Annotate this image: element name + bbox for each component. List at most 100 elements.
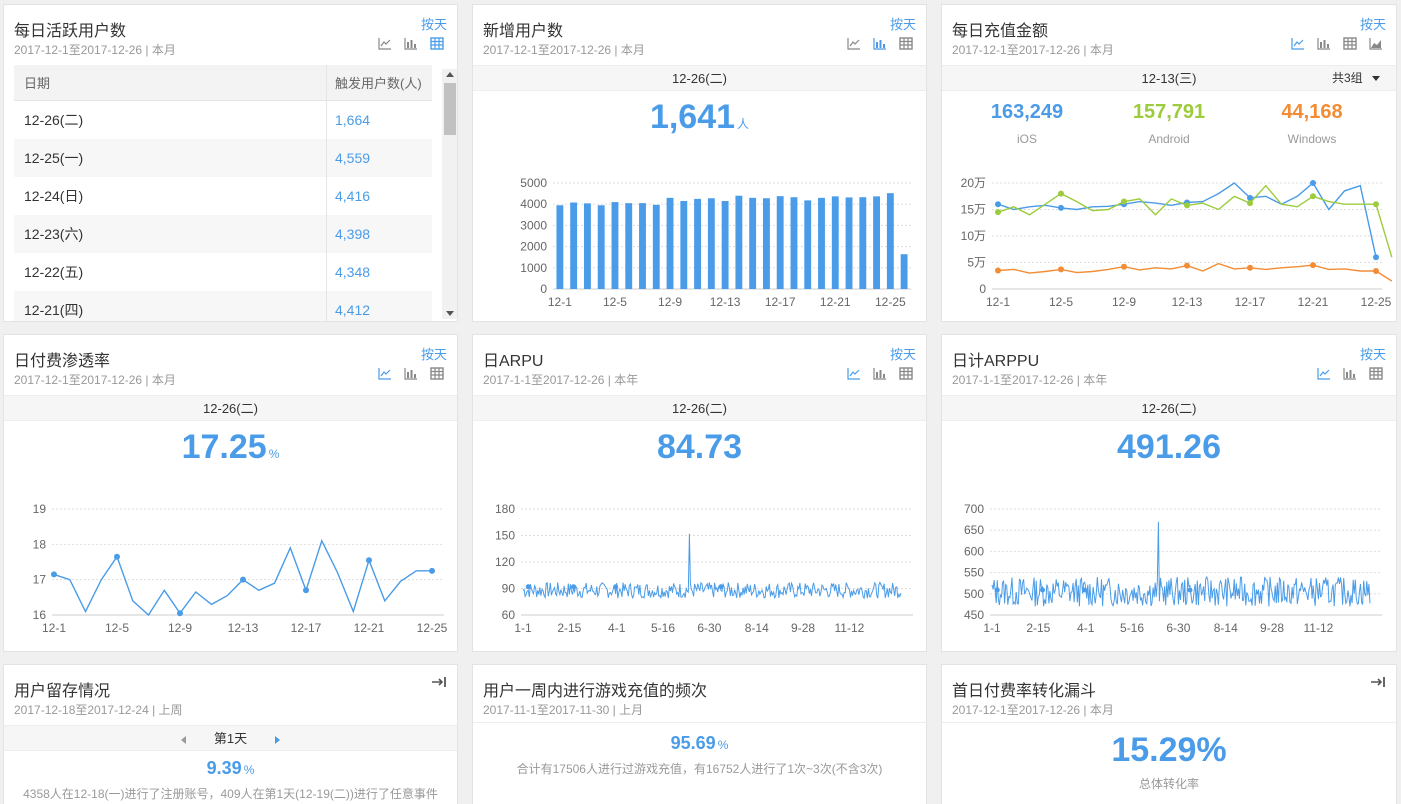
card-header: 日计ARPPU 2017-1-1至2017-12-26 | 本年 按天	[942, 335, 1396, 395]
data-point	[1247, 200, 1253, 207]
table-icon[interactable]	[896, 365, 916, 381]
headline-value: 491.26	[1117, 428, 1221, 466]
line-chart-icon[interactable]	[375, 365, 395, 381]
headline-value: 15.29%	[1111, 731, 1227, 769]
y-tick-label: 600	[964, 544, 984, 558]
dau-table: 日期 触发用户数(人) 12-26(二) 1,664 12-25(一) 4,559 …	[14, 65, 432, 321]
series-line	[522, 533, 902, 600]
funnel-label: 总体转化率	[1138, 777, 1199, 791]
day-selector: 第1天	[4, 725, 457, 751]
bar	[694, 198, 702, 289]
y-tick-label: 19	[33, 502, 47, 516]
headline-value: 84.73	[656, 428, 743, 466]
bar	[735, 195, 743, 289]
bar-chart-icon[interactable]	[1340, 365, 1360, 381]
value-unit: %	[717, 738, 729, 752]
scroll-up-icon[interactable]	[446, 72, 454, 77]
granularity-toggle[interactable]: 按天	[1359, 347, 1386, 362]
y-tick-label: 4000	[520, 197, 547, 211]
caret-down-icon[interactable]	[1372, 76, 1380, 82]
table-icon[interactable]	[427, 365, 447, 381]
bar	[570, 202, 578, 289]
row-date: 12-26(二)	[14, 101, 327, 139]
row-date: 12-22(五)	[14, 253, 327, 291]
x-tick-label: 6-30	[697, 621, 721, 635]
table-scrollbar[interactable]	[442, 69, 457, 319]
x-tick-label: 12-13	[710, 295, 741, 309]
prev-day-icon[interactable]	[180, 735, 186, 744]
scroll-down-icon[interactable]	[446, 311, 454, 316]
granularity-toggle[interactable]: 按天	[889, 17, 916, 32]
granularity-toggle[interactable]: 按天	[420, 17, 447, 32]
series-line	[991, 521, 1371, 608]
x-tick-label: 12-13	[1172, 295, 1203, 309]
data-point	[994, 587, 1000, 593]
x-tick-label: 12-1	[548, 295, 572, 309]
data-point	[1187, 587, 1193, 593]
row-value: 4,416	[335, 188, 371, 204]
granularity-toggle[interactable]: 按天	[889, 347, 916, 362]
line-chart-icon[interactable]	[844, 35, 864, 51]
y-tick-label: 15万	[961, 203, 986, 217]
data-point	[51, 571, 57, 578]
x-tick-label: 8-14	[1214, 621, 1238, 635]
line-chart-icon[interactable]	[844, 365, 864, 381]
x-tick-label: 12-17	[765, 295, 796, 309]
data-point	[1058, 204, 1064, 211]
table-icon[interactable]	[427, 35, 447, 51]
data-point	[1373, 254, 1379, 261]
bar-chart-icon[interactable]	[401, 35, 421, 51]
table-icon[interactable]	[896, 35, 916, 51]
area-chart-icon[interactable]	[1366, 35, 1386, 51]
ios-value: 163,249	[990, 101, 1064, 123]
bar	[611, 202, 619, 289]
x-tick-label: 2-15	[557, 621, 581, 635]
date-range: 2017-12-1至2017-12-26 | 本月	[952, 43, 1114, 57]
y-tick-label: 1000	[520, 261, 547, 275]
line-chart-icon[interactable]	[1314, 365, 1334, 381]
bar	[597, 205, 605, 289]
y-tick-label: 5万	[967, 256, 986, 270]
bar	[873, 196, 881, 289]
date-range: 2017-1-1至2017-12-26 | 本年	[952, 373, 1108, 387]
y-tick-label: 17	[33, 573, 47, 587]
scroll-thumb[interactable]	[444, 83, 456, 135]
x-tick-label: 12-21	[820, 295, 851, 309]
group-selector[interactable]: 共3组	[1332, 66, 1380, 91]
next-day-icon[interactable]	[275, 735, 281, 744]
line-chart-icon[interactable]	[375, 35, 395, 51]
bar-chart-icon[interactable]	[1314, 35, 1334, 51]
granularity-toggle[interactable]: 按天	[420, 347, 447, 362]
line-chart-icon[interactable]	[1288, 35, 1308, 51]
data-point	[114, 553, 120, 560]
x-tick-label: 11-12	[1304, 621, 1334, 635]
row-date: 12-23(六)	[14, 215, 327, 253]
table-icon[interactable]	[1366, 365, 1386, 381]
card-title: 日ARPU	[483, 353, 544, 370]
recharge-line-chart: 0 5万 10万 15万 20万 12-1 12-5 12-9 12-13 12-17 12-21 1…	[961, 176, 1393, 309]
table-icon[interactable]	[1340, 35, 1360, 51]
col-value-header: 触发用户数(人)	[335, 76, 422, 91]
table-row: 12-25(一) 4,559	[14, 139, 432, 177]
bar-chart-icon[interactable]	[870, 35, 890, 51]
selected-date: 12-26(二)	[473, 65, 926, 91]
data-point	[177, 610, 183, 617]
bar	[556, 205, 564, 289]
data-point	[1184, 202, 1190, 209]
y-tick-label: 0	[540, 282, 547, 296]
value-number: 1,641	[649, 98, 736, 136]
expand-icon[interactable]	[431, 675, 447, 687]
x-tick-label: 5-16	[1120, 621, 1144, 635]
date-range: 2017-1-1至2017-12-26 | 本年	[483, 373, 639, 387]
y-tick-label: 10万	[961, 229, 986, 243]
x-tick-label: 12-9	[168, 621, 192, 635]
selected-date: 12-26(二)	[473, 395, 926, 421]
expand-icon[interactable]	[1370, 675, 1386, 687]
y-tick-label: 450	[964, 608, 984, 622]
granularity-toggle[interactable]: 按天	[1359, 17, 1386, 32]
bar-chart-icon[interactable]	[401, 365, 421, 381]
bar-chart-icon[interactable]	[870, 365, 890, 381]
group-count: 共3组	[1331, 71, 1363, 85]
x-tick-label: 4-1	[608, 621, 626, 635]
y-tick-label: 500	[964, 587, 984, 601]
